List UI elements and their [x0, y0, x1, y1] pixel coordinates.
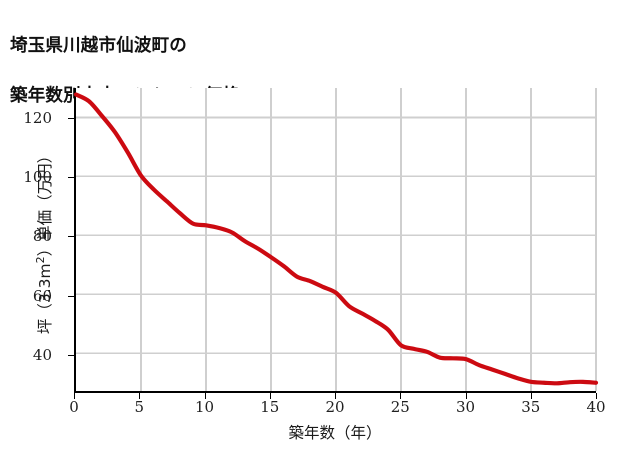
x-tick-label: 30: [455, 398, 476, 416]
x-tick-label: 10: [194, 398, 215, 416]
y-axis-tick-labels: 40 60 80 100 120: [0, 0, 66, 465]
x-tick-label: 35: [521, 398, 541, 416]
y-axis-title-tail: ）単価（万円）: [36, 147, 54, 257]
x-tick-mark: [139, 393, 141, 399]
x-tick-mark: [596, 393, 597, 399]
x-tick-label: 20: [325, 398, 345, 416]
y-tick-label: 60: [32, 286, 52, 305]
y-tick-label: 100: [23, 168, 52, 186]
y-tick-mark: [68, 236, 74, 238]
plot-area: [73, 88, 599, 393]
x-tick-label: 0: [69, 398, 79, 416]
price-line: [73, 92, 599, 386]
y-axis-title: 坪（3.3m2）単価（万円）: [33, 91, 55, 391]
x-axis-title: 築年数（年）: [288, 424, 382, 442]
title-line-1: 埼玉県川越市仙波町の: [10, 34, 187, 55]
x-tick-mark: [465, 393, 467, 399]
y-axis-title-main: 坪（3.3m: [36, 263, 54, 335]
y-tick-mark: [68, 355, 74, 357]
x-tick-label: 5: [134, 398, 145, 416]
x-tick-label: 40: [586, 398, 606, 416]
x-axis-tick-labels: 0 5 10 15 20 25 30 35 40: [0, 398, 621, 422]
x-tick-mark: [74, 393, 75, 399]
x-tick-mark: [530, 393, 532, 399]
x-tick-label: 15: [260, 398, 280, 416]
gridlines: [76, 88, 597, 391]
y-tick-mark: [68, 117, 74, 119]
y-tick-mark: [68, 295, 74, 297]
y-tick-label: 40: [32, 346, 52, 365]
y-tick-mark: [68, 177, 74, 178]
x-tick-mark: [269, 393, 271, 399]
x-tick-label: 25: [390, 398, 410, 416]
x-tick-mark: [204, 393, 206, 399]
data-series-layer: [73, 92, 599, 386]
y-tick-label: 80: [32, 227, 52, 246]
y-tick-label: 120: [23, 108, 52, 127]
y-axis-title-superscript: 2: [33, 256, 47, 264]
x-tick-mark: [335, 393, 336, 399]
x-tick-mark: [400, 393, 402, 399]
